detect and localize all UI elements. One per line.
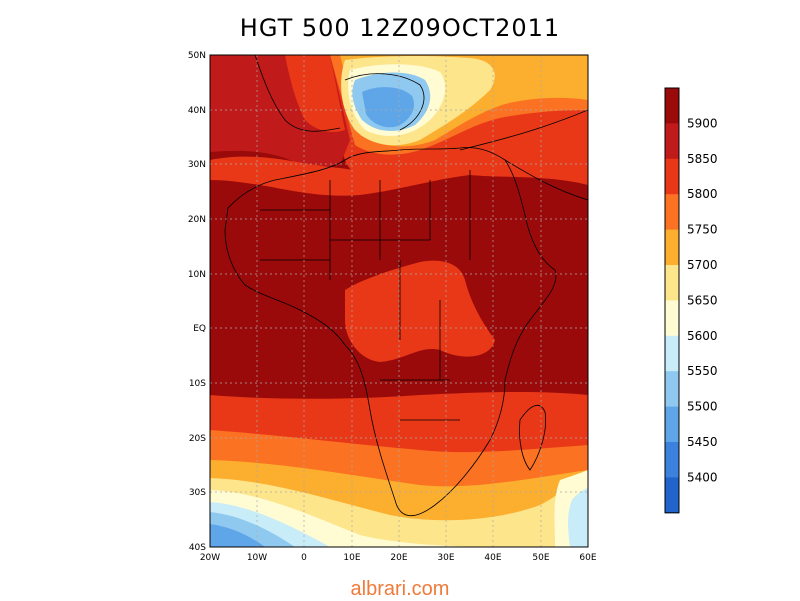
lat-label: 30N [188, 160, 206, 170]
colorbar-label: 5900 [687, 116, 718, 130]
lon-axis: 20W 10W 0 10E 20E 30E 40E 50E 60E [200, 553, 597, 563]
lat-label: 20N [188, 215, 206, 225]
colorbar-swatch [665, 300, 679, 337]
colorbar-swatch [665, 442, 679, 478]
colorbar-label: 5600 [687, 329, 718, 343]
colorbar-label: 5550 [687, 364, 718, 378]
lon-label: 40E [484, 553, 501, 563]
lat-label: 30S [189, 488, 206, 498]
map-frame [209, 54, 589, 548]
lon-label: 30E [437, 553, 454, 563]
colorbar-swatch [665, 265, 679, 301]
colorbar-label: 5400 [687, 470, 718, 484]
colorbar-label: 5500 [687, 400, 718, 414]
lat-label: 10S [189, 379, 206, 389]
lat-axis: 50N 40N 30N 20N 10N EQ 10S 20S 30S 40S [188, 51, 206, 553]
colorbar-label: 5850 [687, 152, 718, 166]
colorbar-swatch [665, 194, 679, 231]
graticule [210, 55, 588, 547]
colorbar-label: 5700 [687, 258, 718, 272]
lon-label: 20E [390, 553, 407, 563]
colorbar-swatch [665, 477, 679, 514]
lat-label: 40N [188, 106, 206, 116]
watermark: albrari.com [350, 578, 450, 600]
colorbar-swatch [665, 406, 679, 443]
lon-label: 10W [247, 553, 267, 563]
colorbar-swatch [665, 371, 679, 408]
lat-label: 50N [188, 51, 206, 61]
lat-label: 10N [188, 270, 206, 280]
colorbar-label: 5750 [687, 223, 718, 237]
lon-label: 0 [301, 553, 307, 563]
colorbar-frame [664, 87, 680, 514]
lon-label: 50E [532, 553, 549, 563]
lat-label: EQ [193, 324, 206, 334]
colorbar-label: 5650 [687, 293, 718, 307]
colorbar-label: 5450 [687, 435, 718, 449]
lat-label: 20S [189, 434, 206, 444]
colorbar-swatch [665, 88, 679, 124]
lon-label: 60E [579, 553, 596, 563]
lon-label: 20W [200, 553, 220, 563]
colorbar-swatch [665, 229, 679, 266]
colorbar: 5900 5850 5800 5750 5700 5650 5600 5550 5500 5450… [664, 87, 718, 514]
coastlines [224, 55, 588, 517]
lat-label: 40S [189, 543, 206, 553]
colorbar-swatch [665, 158, 679, 195]
colorbar-swatch [665, 335, 679, 372]
map-title: HGT 500 12Z09OCT2011 [239, 14, 561, 42]
colorbar-swatch [665, 123, 679, 160]
colorbar-label: 5800 [687, 187, 718, 201]
lon-label: 10E [343, 553, 360, 563]
